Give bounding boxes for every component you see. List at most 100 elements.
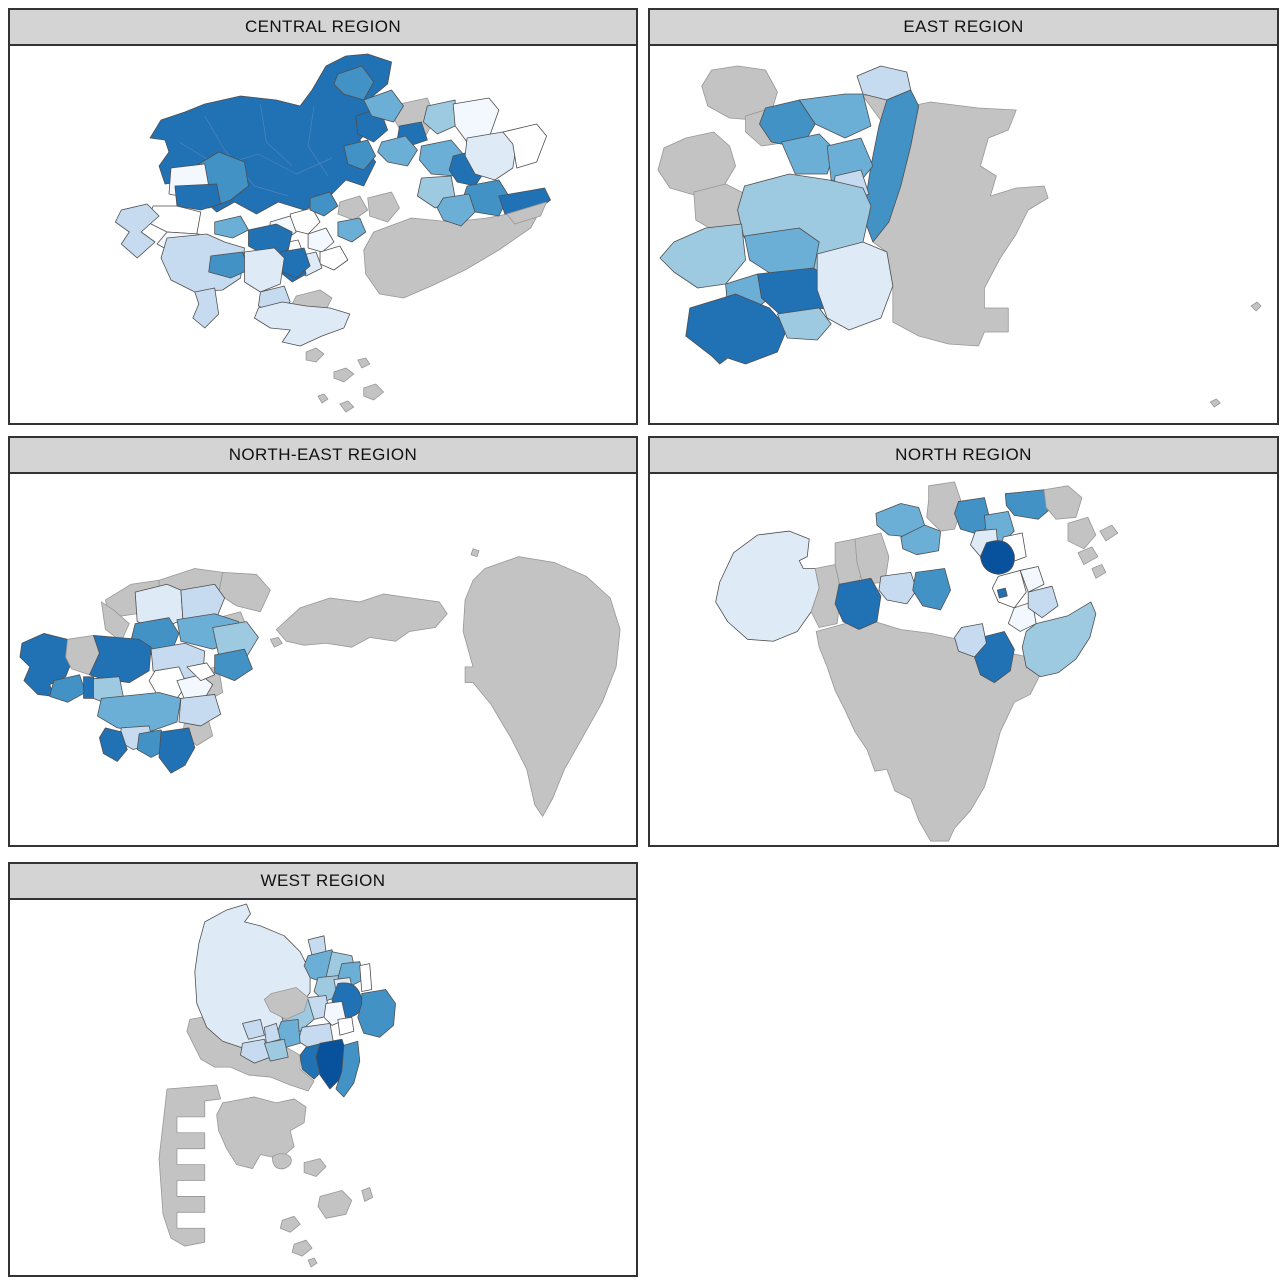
north-region-map — [715, 481, 1119, 842]
west-subzone — [359, 963, 373, 992]
north-east-subzone — [470, 548, 480, 558]
east-subzone — [657, 131, 736, 197]
strip-title: CENTRAL REGION — [244, 17, 402, 36]
west-subzone — [303, 1158, 327, 1177]
strip-east-region: EAST REGION — [648, 8, 1279, 46]
panel-north-region: NORTH REGION — [648, 436, 1279, 847]
central-subzone — [502, 123, 547, 169]
strip-central-region: CENTRAL REGION — [8, 8, 638, 46]
central-subzone — [114, 203, 160, 259]
west-subzone — [240, 1038, 271, 1064]
north-east-subzone — [89, 634, 152, 684]
strip-north-east-region: NORTH-EAST REGION — [8, 436, 638, 474]
east-subzone — [685, 293, 788, 365]
north-east-subzone — [186, 662, 216, 682]
east-subzone — [780, 133, 836, 175]
strip-title: WEST REGION — [260, 871, 386, 890]
north-east-region-map — [19, 548, 621, 817]
north-subzone — [991, 570, 1027, 609]
north-east-subzone — [275, 593, 448, 648]
north-subzone — [926, 481, 963, 532]
north-subzone — [1099, 524, 1119, 542]
central-subzone — [307, 105, 329, 177]
strip-west-region: WEST REGION — [8, 862, 638, 900]
north-east-subzone — [462, 556, 621, 817]
central-subzone — [339, 400, 355, 413]
east-subzone — [1250, 301, 1262, 312]
strip-title: NORTH REGION — [895, 445, 1032, 464]
north-subzone — [1019, 566, 1045, 593]
central-subzone — [317, 393, 329, 404]
north-subzone — [834, 577, 882, 630]
central-subzone — [333, 367, 355, 383]
north-east-subzone — [178, 694, 222, 727]
central-subzone — [357, 357, 371, 369]
central-subzone — [363, 383, 385, 401]
west-subzone — [279, 1215, 301, 1233]
north-east-subzone — [214, 648, 253, 682]
east-subzone — [862, 89, 920, 243]
central-subzone — [208, 251, 249, 279]
central-subzone — [174, 183, 222, 211]
central-subzone — [160, 233, 245, 293]
central-subzone — [260, 103, 293, 167]
north-east-subzone — [269, 636, 283, 648]
panel-east-region: EAST REGION — [648, 8, 1279, 425]
west-subzone — [307, 1257, 318, 1268]
map-area-central — [8, 46, 638, 425]
central-subzone — [337, 217, 367, 243]
central-subzone — [309, 191, 339, 217]
west-subzone — [216, 1096, 307, 1169]
central-subzone — [506, 201, 547, 225]
west-subzone — [271, 1153, 292, 1170]
central-subzone — [214, 215, 249, 239]
panel-west-region: WEST REGION — [8, 862, 638, 1277]
central-subzone — [178, 141, 333, 175]
east-subzone — [701, 65, 778, 121]
east-subzone — [816, 241, 894, 331]
north-east-subzone — [49, 674, 86, 703]
north-subzone — [1043, 485, 1083, 520]
west-region-map — [158, 903, 396, 1268]
central-subzone — [307, 227, 335, 253]
west-subzone — [361, 1187, 374, 1202]
map-area-north-east — [8, 474, 638, 847]
map-area-west — [8, 900, 638, 1277]
strip-title: EAST REGION — [903, 17, 1024, 36]
north-subzone — [878, 572, 918, 605]
central-subzone — [343, 139, 377, 171]
map-area-east — [648, 46, 1279, 425]
central-subzone — [337, 195, 369, 221]
east-subzone — [1209, 398, 1221, 408]
west-subzone — [263, 1022, 281, 1044]
east-region-map — [657, 65, 1262, 408]
north-subzone — [1077, 546, 1099, 565]
central-region-map — [114, 53, 551, 413]
west-subzone — [291, 1239, 313, 1257]
north-subzone — [1027, 585, 1059, 619]
map-area-north — [648, 474, 1279, 847]
central-subzone — [422, 99, 456, 135]
north-subzone — [900, 524, 942, 556]
north-subzone — [996, 587, 1008, 599]
west-subzone — [263, 1038, 289, 1062]
central-subzone — [248, 223, 293, 257]
strip-title: NORTH-EAST REGION — [228, 445, 418, 464]
central-subzone — [367, 191, 400, 223]
north-subzone — [1091, 564, 1107, 579]
north-subzone — [1067, 516, 1097, 550]
central-subzone — [305, 347, 325, 363]
north-subzone — [715, 530, 820, 642]
east-subzone — [798, 93, 872, 139]
central-subzone — [377, 135, 418, 167]
central-subzone — [254, 301, 351, 347]
north-east-subzone — [218, 572, 271, 613]
north-subzone — [912, 568, 951, 611]
central-subzone — [244, 247, 285, 293]
central-subzone — [436, 193, 476, 227]
east-subzone — [659, 223, 746, 289]
north-east-subzone — [212, 621, 259, 658]
west-subzone — [337, 1016, 355, 1036]
panel-central-region: CENTRAL REGION — [8, 8, 638, 425]
